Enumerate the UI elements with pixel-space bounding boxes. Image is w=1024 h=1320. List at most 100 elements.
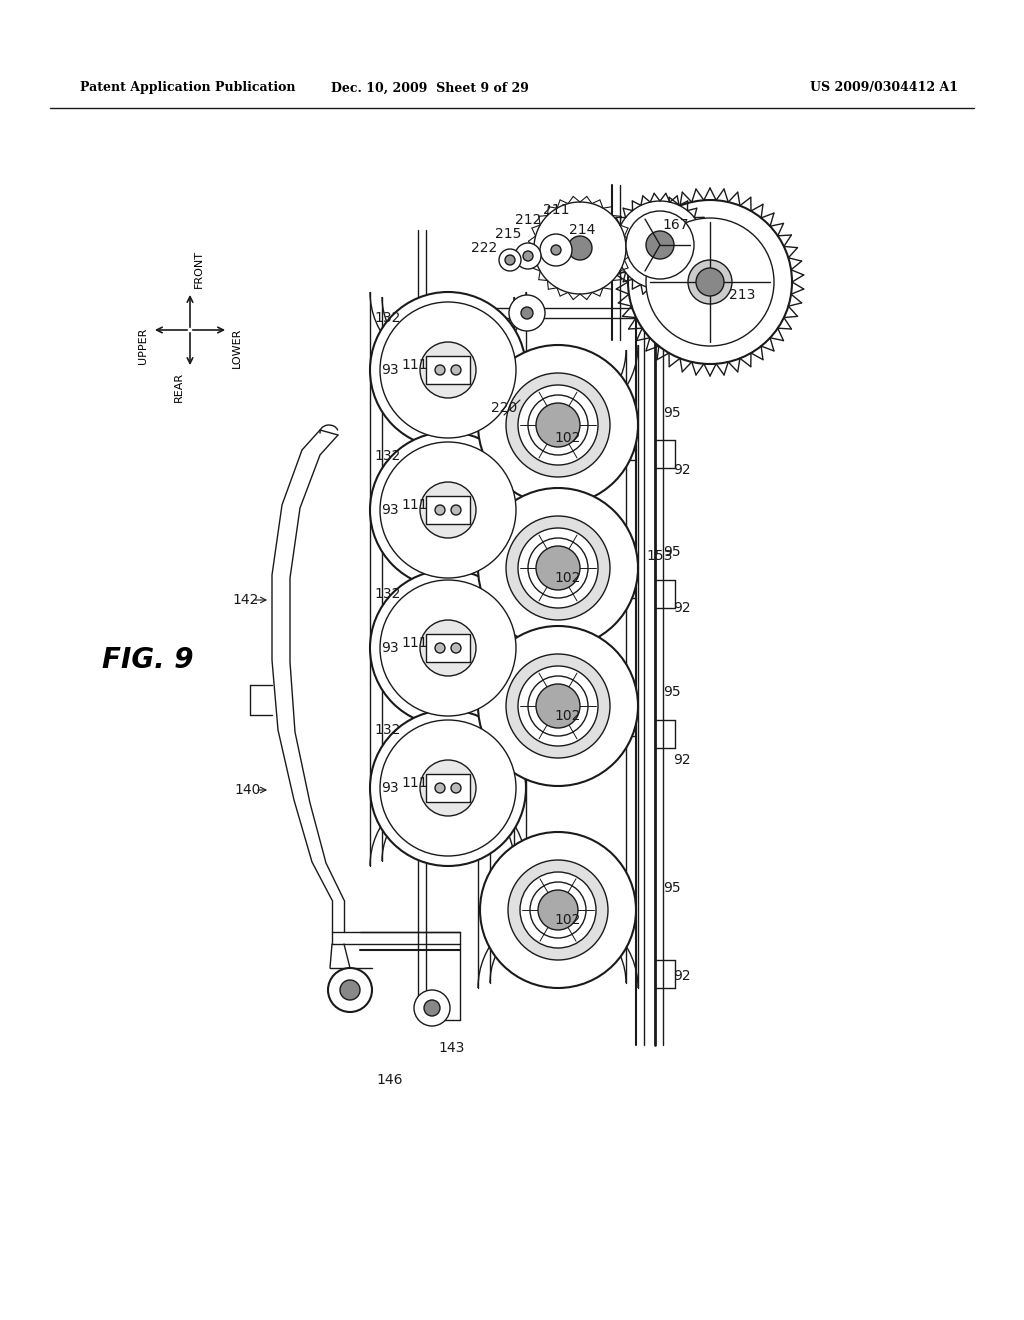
Circle shape: [551, 246, 561, 255]
Text: 93: 93: [381, 781, 398, 795]
Text: 212: 212: [515, 213, 542, 227]
Text: FRONT: FRONT: [194, 249, 204, 288]
Circle shape: [420, 760, 476, 816]
Circle shape: [380, 719, 516, 855]
Circle shape: [420, 620, 476, 676]
Text: 222: 222: [471, 242, 497, 255]
Circle shape: [435, 783, 445, 793]
Circle shape: [370, 432, 526, 587]
Text: 167: 167: [663, 218, 689, 232]
Text: 92: 92: [673, 463, 691, 477]
Text: 213: 213: [729, 288, 755, 302]
Circle shape: [536, 684, 580, 729]
Text: 132: 132: [375, 312, 401, 325]
Bar: [426, 634, 470, 663]
Circle shape: [688, 260, 732, 304]
Circle shape: [435, 366, 445, 375]
Text: 95: 95: [664, 545, 681, 558]
Bar: [426, 774, 470, 803]
Text: 92: 92: [673, 752, 691, 767]
Circle shape: [568, 236, 592, 260]
Circle shape: [616, 201, 705, 289]
Text: 93: 93: [381, 642, 398, 655]
Text: US 2009/0304412 A1: US 2009/0304412 A1: [810, 82, 958, 95]
Circle shape: [515, 243, 541, 269]
Circle shape: [518, 528, 598, 609]
Circle shape: [414, 990, 450, 1026]
Text: 143: 143: [439, 1041, 465, 1055]
Bar: [426, 356, 470, 384]
Circle shape: [380, 442, 516, 578]
Text: 111: 111: [401, 636, 428, 649]
Text: 102: 102: [555, 432, 582, 445]
Text: 111: 111: [401, 776, 428, 789]
Circle shape: [478, 488, 638, 648]
Circle shape: [340, 979, 360, 1001]
Circle shape: [509, 294, 545, 331]
Text: 153: 153: [647, 549, 673, 564]
Circle shape: [505, 255, 515, 265]
Text: 142: 142: [232, 593, 259, 607]
Text: 111: 111: [401, 498, 428, 512]
Circle shape: [380, 302, 516, 438]
Text: 140: 140: [234, 783, 261, 797]
Circle shape: [628, 201, 792, 364]
Circle shape: [538, 890, 578, 931]
Text: UPPER: UPPER: [138, 327, 148, 364]
Circle shape: [478, 626, 638, 785]
Circle shape: [451, 506, 461, 515]
Text: 220: 220: [490, 401, 517, 414]
Circle shape: [508, 861, 608, 960]
Text: 215: 215: [495, 227, 521, 242]
Circle shape: [478, 345, 638, 506]
Text: 102: 102: [555, 913, 582, 927]
Circle shape: [380, 579, 516, 715]
Text: 95: 95: [664, 880, 681, 895]
Text: 214: 214: [568, 223, 595, 238]
Text: Dec. 10, 2009  Sheet 9 of 29: Dec. 10, 2009 Sheet 9 of 29: [331, 82, 529, 95]
Circle shape: [518, 385, 598, 465]
Text: Patent Application Publication: Patent Application Publication: [80, 82, 296, 95]
Text: 95: 95: [664, 407, 681, 420]
Circle shape: [536, 403, 580, 447]
Circle shape: [626, 211, 694, 279]
Circle shape: [420, 342, 476, 399]
Text: 132: 132: [375, 723, 401, 737]
Circle shape: [521, 308, 534, 319]
Circle shape: [506, 653, 610, 758]
Text: 95: 95: [664, 685, 681, 700]
Circle shape: [646, 231, 674, 259]
Text: 111: 111: [401, 358, 428, 372]
Circle shape: [506, 516, 610, 620]
Text: 146: 146: [377, 1073, 403, 1086]
Circle shape: [451, 783, 461, 793]
Circle shape: [534, 202, 626, 294]
Circle shape: [540, 234, 572, 267]
Text: FIG. 9: FIG. 9: [102, 645, 194, 675]
Circle shape: [420, 482, 476, 539]
Text: 132: 132: [375, 449, 401, 463]
Circle shape: [480, 832, 636, 987]
Circle shape: [536, 546, 580, 590]
Circle shape: [424, 1001, 440, 1016]
Circle shape: [523, 251, 534, 261]
Circle shape: [370, 292, 526, 447]
Circle shape: [451, 643, 461, 653]
Circle shape: [328, 968, 372, 1012]
Text: 92: 92: [673, 601, 691, 615]
Circle shape: [435, 643, 445, 653]
Circle shape: [518, 667, 598, 746]
Text: REAR: REAR: [174, 372, 184, 403]
Circle shape: [451, 366, 461, 375]
Circle shape: [696, 268, 724, 296]
Circle shape: [370, 710, 526, 866]
Text: 132: 132: [375, 587, 401, 601]
Bar: [426, 496, 470, 524]
Text: 93: 93: [381, 503, 398, 517]
Text: LOWER: LOWER: [232, 327, 242, 368]
Circle shape: [506, 374, 610, 477]
Circle shape: [435, 506, 445, 515]
Text: 93: 93: [381, 363, 398, 378]
Text: 102: 102: [555, 709, 582, 723]
Text: 211: 211: [543, 203, 569, 216]
